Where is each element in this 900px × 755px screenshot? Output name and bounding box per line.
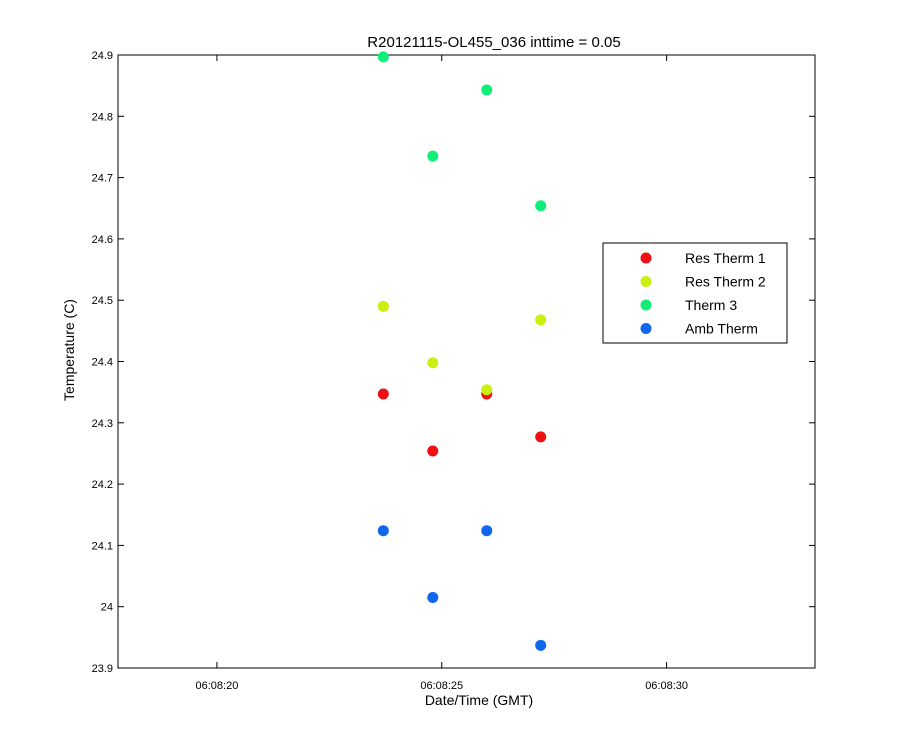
y-tick-label: 24.2 [92,479,113,491]
y-tick-label: 24.4 [92,357,113,369]
x-tick-label: 06:08:20 [196,680,239,692]
y-axis: 23.9 24 24.1 24.2 24.3 24.4 24.5 24.6 24.7 24.8 24… [92,50,815,675]
x-tick-label: 06:08:25 [420,680,463,692]
data-point [427,357,439,369]
legend-box [602,242,788,344]
data-point [427,592,439,604]
data-point [535,314,547,326]
data-point [377,300,389,312]
legend-marker [640,299,652,311]
legend-label: Res Therm 2 [685,274,766,290]
data-points [377,51,547,651]
y-tick-label: 24 [101,602,113,614]
plot-area [117,54,816,669]
data-point [377,51,389,63]
y-tick-label: 24.7 [92,173,113,185]
legend-marker [640,252,652,264]
data-point [535,200,547,212]
y-tick-label: 23.9 [92,663,113,675]
data-point [427,445,439,457]
data-point [535,639,547,651]
data-point [481,384,493,396]
legend-marker [640,323,652,334]
data-point [481,84,493,96]
y-tick-label: 24.6 [92,234,113,246]
x-tick-label: 06:08:30 [645,680,688,692]
data-point [427,150,439,162]
data-point [481,525,493,537]
legend-label: Res Therm 1 [685,250,766,266]
data-point [377,388,389,400]
y-axis-title: Temperature (C) [61,299,77,401]
data-point [377,525,389,537]
chart-title: R20121115-OL455_036 inttime = 0.05 [367,34,620,51]
y-tick-label: 24.9 [92,50,113,62]
x-axis-title: Date/Time (GMT) [425,692,533,708]
x-axis: 06:08:20 06:08:25 06:08:30 [196,55,688,692]
legend-label: Amb Therm [685,321,758,337]
data-point [535,431,547,443]
legend-label: Therm 3 [685,297,737,313]
y-tick-label: 24.8 [92,111,113,123]
y-tick-label: 24.3 [92,418,113,430]
legend-marker [640,276,652,287]
y-tick-label: 24.1 [92,540,113,552]
legend: Res Therm 1 Res Therm 2 Therm 3 Amb Therm [602,242,788,344]
y-tick-label: 24.5 [92,295,113,307]
